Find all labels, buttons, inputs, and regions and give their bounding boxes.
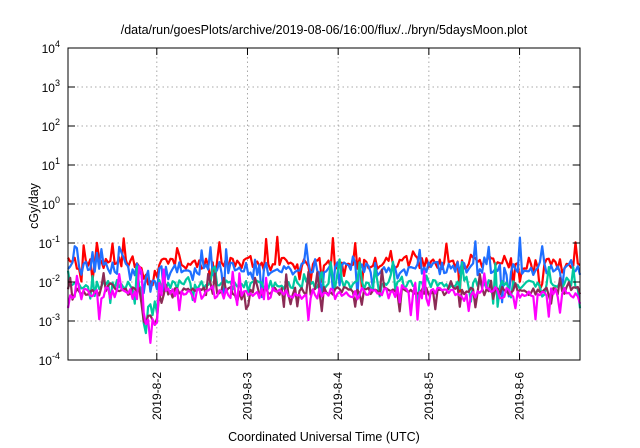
y-tick-label: 102	[42, 117, 60, 134]
series-line	[66, 265, 582, 344]
y-tick-exponent: -1	[52, 234, 60, 244]
x-tick-label: 2019-8-3	[240, 372, 254, 420]
series-group	[66, 235, 582, 344]
y-tick-label: 10-4	[39, 351, 60, 368]
y-tick-exponent: -4	[52, 351, 60, 361]
y-tick-exponent: 3	[55, 78, 60, 88]
y-tick-label: 100	[42, 195, 60, 212]
y-tick-base: 10	[39, 276, 53, 290]
x-tick-label: 2019-8-6	[513, 372, 527, 420]
y-tick-label: 101	[42, 156, 60, 173]
x-tick-label: 2019-8-2	[150, 372, 164, 420]
x-tick-label: 2019-8-5	[422, 372, 436, 420]
y-tick-exponent: 1	[55, 156, 60, 166]
y-tick-base: 10	[42, 198, 56, 212]
y-tick-exponent: 0	[55, 195, 60, 205]
y-tick-label: 104	[42, 39, 60, 56]
y-tick-label: 103	[42, 78, 60, 95]
chart-title: /data/run/goesPlots/archive/2019-08-06/1…	[121, 23, 528, 37]
y-tick-label: 10-1	[39, 234, 60, 251]
y-tick-base: 10	[39, 354, 53, 368]
y-tick-base: 10	[42, 159, 56, 173]
y-tick-base: 10	[39, 237, 53, 251]
y-axis-label: cGy/day	[27, 182, 41, 229]
x-axis-label: Coordinated Universal Time (UTC)	[228, 430, 420, 444]
y-tick-base: 10	[39, 315, 53, 329]
x-ticks: 2019-8-2 2019-8-3 2019-8-4 2019-8-5 2019-8-6	[150, 48, 527, 420]
y-tick-exponent: -3	[52, 312, 60, 322]
y-tick-base: 10	[42, 42, 56, 56]
y-tick-base: 10	[42, 81, 56, 95]
y-tick-exponent: -2	[52, 273, 60, 283]
y-tick-exponent: 2	[55, 117, 60, 127]
y-tick-base: 10	[42, 120, 56, 134]
y-tick-label: 10-2	[39, 273, 60, 290]
y-tick-label: 10-3	[39, 312, 60, 329]
y-tick-exponent: 4	[55, 39, 60, 49]
x-tick-label: 2019-8-4	[331, 372, 345, 420]
